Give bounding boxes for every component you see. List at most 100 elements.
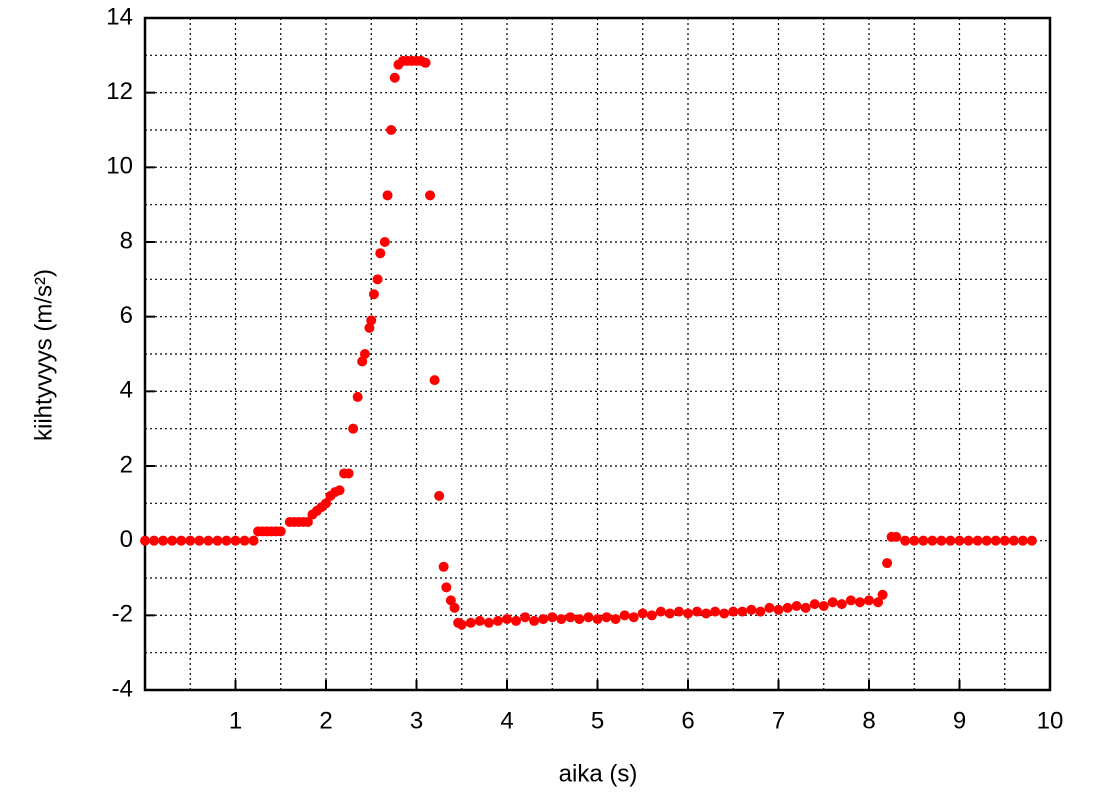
point: [637, 608, 648, 619]
point: [936, 535, 947, 546]
point: [364, 322, 375, 333]
point: [574, 614, 585, 625]
point: [854, 597, 865, 608]
point: [1026, 535, 1037, 546]
point: [683, 608, 693, 619]
point: [1008, 535, 1019, 546]
point: [710, 606, 721, 617]
point: [334, 485, 345, 496]
point: [673, 606, 684, 617]
point: [352, 391, 363, 402]
x-tick-label: 5: [591, 707, 604, 734]
point: [158, 535, 169, 546]
x-tick-label: 1: [229, 707, 242, 734]
x-tick-label: 9: [953, 707, 966, 734]
point: [239, 535, 250, 546]
point: [800, 602, 811, 613]
point: [592, 614, 603, 625]
point: [465, 617, 476, 628]
point: [429, 375, 440, 386]
point: [619, 610, 630, 621]
point: [302, 517, 313, 527]
y-tick-label: 0: [120, 526, 133, 553]
point: [864, 595, 874, 606]
point: [882, 558, 893, 569]
point: [483, 617, 494, 628]
x-tick-label: 4: [500, 707, 513, 734]
point: [836, 599, 847, 610]
point: [909, 535, 920, 546]
point: [520, 612, 531, 623]
point: [791, 601, 802, 611]
x-axis-label: aika (s): [559, 760, 638, 787]
y-tick-label: 12: [106, 78, 133, 105]
point: [891, 531, 902, 542]
point: [646, 610, 657, 621]
y-axis-label: kiihtyvyys (m/s²): [30, 269, 57, 441]
y-tick-label: -2: [112, 601, 133, 628]
point: [185, 535, 196, 546]
point: [963, 535, 974, 546]
point: [900, 535, 911, 546]
point: [441, 582, 452, 593]
point: [990, 535, 1001, 546]
point: [348, 423, 359, 434]
point: [492, 615, 503, 626]
x-tick-label: 7: [772, 707, 785, 734]
point: [845, 595, 856, 606]
y-tick-label: 8: [120, 227, 133, 254]
point: [372, 274, 383, 285]
point: [655, 606, 666, 617]
point: [420, 57, 431, 68]
point: [719, 608, 730, 619]
point: [601, 612, 612, 623]
point: [583, 612, 594, 623]
point: [449, 602, 460, 613]
point: [954, 535, 965, 546]
point: [389, 72, 400, 83]
point: [538, 614, 549, 625]
point: [737, 606, 748, 617]
x-tick-label: 8: [862, 707, 875, 734]
point: [692, 606, 703, 617]
point: [1017, 535, 1028, 546]
point: [565, 612, 576, 623]
point: [999, 535, 1010, 546]
point: [425, 190, 436, 201]
point: [438, 561, 449, 572]
point: [368, 289, 379, 300]
point: [221, 535, 232, 546]
point: [375, 248, 386, 259]
point: [628, 612, 639, 623]
point: [382, 190, 393, 201]
point: [434, 490, 445, 501]
y-tick-label: 10: [106, 153, 133, 180]
point: [547, 612, 558, 623]
point: [321, 498, 331, 509]
point: [610, 614, 621, 625]
x-tick-label: 3: [410, 707, 423, 734]
point: [877, 589, 888, 600]
point: [728, 606, 739, 617]
point: [782, 602, 793, 613]
point: [230, 535, 241, 546]
point: [529, 615, 540, 626]
point: [176, 535, 187, 546]
y-tick-label: 4: [120, 377, 133, 404]
y-tick-label: 6: [120, 302, 133, 329]
point: [755, 606, 766, 617]
point: [664, 608, 675, 619]
point: [275, 526, 286, 537]
point: [981, 535, 992, 546]
x-tick-label: 10: [1037, 707, 1064, 734]
y-tick-label: 2: [120, 451, 133, 478]
point: [456, 619, 467, 630]
point: [918, 535, 929, 546]
point: [386, 125, 397, 135]
point: [809, 599, 820, 610]
point: [343, 468, 354, 479]
point: [149, 535, 160, 546]
point: [167, 535, 178, 546]
point: [701, 608, 712, 619]
point: [248, 535, 259, 546]
